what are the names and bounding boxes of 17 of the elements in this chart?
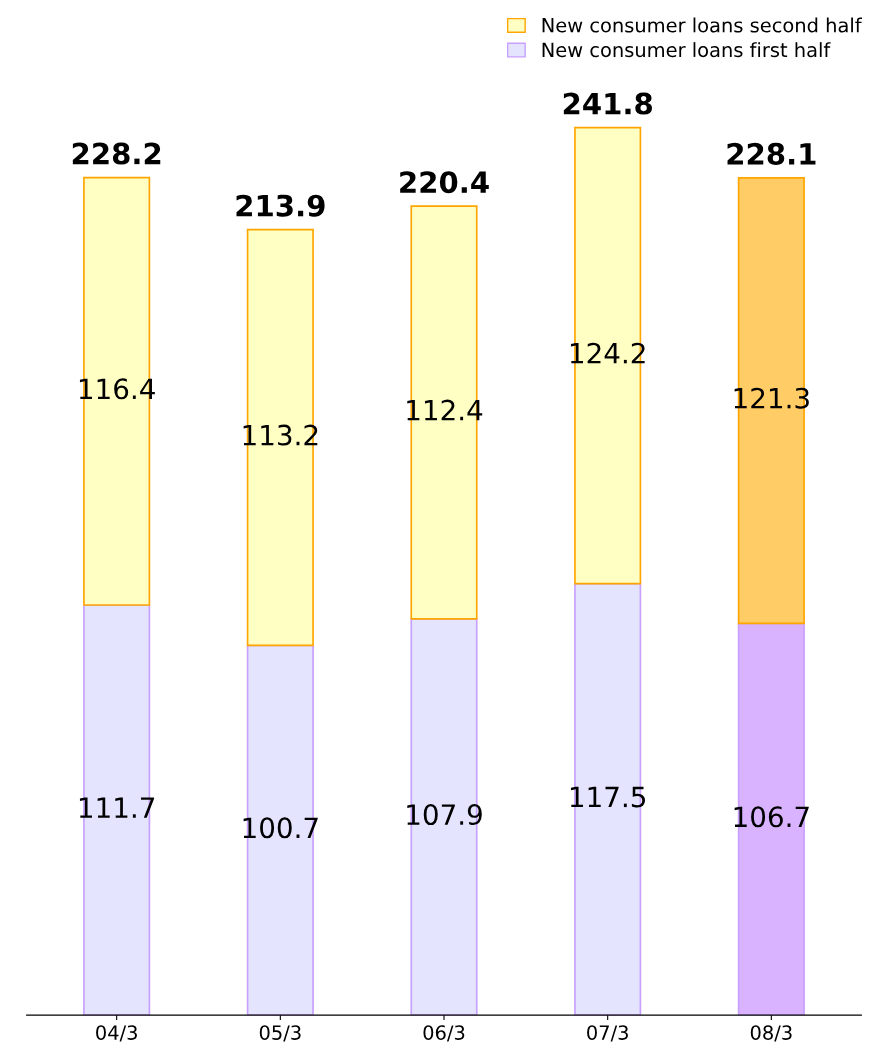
legend-label: New consumer loans first half [542,42,831,58]
total-label: 228.1 [727,142,816,165]
total-label: 213.9 [236,194,325,217]
data-label: 106.7 [734,806,809,828]
x-tick-label: 08/3 [750,1025,792,1042]
total-label: 220.4 [400,171,489,194]
legend-label: New consumer loans second half [542,17,862,33]
x-tick-label: 07/3 [587,1025,628,1042]
total-label: 241.8 [563,92,652,115]
data-label: 100.7 [243,817,318,839]
data-label: 111.7 [79,797,155,818]
data-label: 117.5 [570,786,646,808]
data-label: 107.9 [407,804,482,826]
x-tick-label: 04/3 [96,1025,137,1042]
x-tick-label: 06/3 [423,1025,465,1042]
x-tick-label: 05/3 [259,1025,301,1042]
total-label: 228.2 [72,142,161,165]
